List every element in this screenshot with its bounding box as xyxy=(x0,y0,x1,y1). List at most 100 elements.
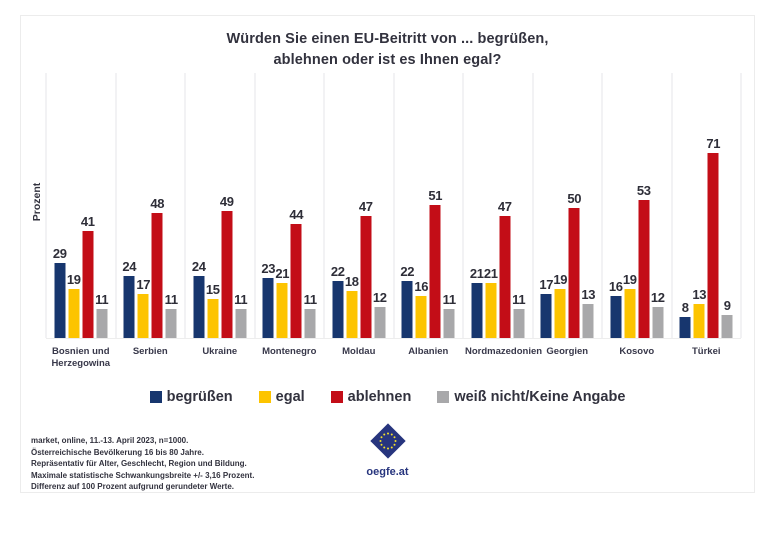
bar-slot: 21 xyxy=(275,266,289,338)
value-label: 29 xyxy=(52,245,67,261)
bar-begrüßen xyxy=(332,280,344,338)
bar-weiß nicht/Keine Angabe xyxy=(165,309,177,338)
bar-group: 23 21 44 11 xyxy=(255,73,325,338)
bar-ablehnen xyxy=(151,213,163,338)
bar-weiß nicht/Keine Angabe xyxy=(721,314,733,338)
value-label: 11 xyxy=(512,292,526,308)
gridline xyxy=(392,73,395,338)
bar-cluster: 22 18 47 12 xyxy=(331,199,387,338)
value-label: 19 xyxy=(622,271,637,287)
chart-title-line2: ablehnen oder ist es Ihnen egal? xyxy=(273,52,502,69)
bar-cluster: 29 19 41 11 xyxy=(53,214,109,338)
bar-begrüßen xyxy=(262,278,274,338)
bar-group: 8 13 71 9 xyxy=(672,73,742,338)
value-label: 11 xyxy=(303,292,317,308)
source-note-line: Maximale statistische Schwankungsbreite … xyxy=(31,470,255,480)
value-label: 17 xyxy=(539,276,554,292)
value-label: 24 xyxy=(191,258,206,274)
bar-begrüßen xyxy=(679,317,691,338)
bar-weiß nicht/Keine Angabe xyxy=(374,306,386,338)
gridline xyxy=(531,73,534,338)
legend-swatch-icon xyxy=(258,391,271,403)
source-note-line: market, online, 11.-13. April 2023, n=10… xyxy=(31,436,189,445)
bar-egal xyxy=(346,291,358,338)
bar-weiß nicht/Keine Angabe xyxy=(513,309,525,338)
source-note-line: Österreichische Bevölkerung 16 bis 80 Ja… xyxy=(31,447,204,457)
bar-slot: 16 xyxy=(414,279,428,338)
bar-slot: 16 xyxy=(609,279,623,338)
bar-ablehnen xyxy=(290,223,302,338)
gridline xyxy=(740,73,742,338)
bar-cluster: 21 21 47 11 xyxy=(470,199,526,338)
logo-text: oegfe.at xyxy=(366,466,409,478)
bar-group: 17 19 50 13 xyxy=(533,73,603,338)
bar-ablehnen xyxy=(221,210,233,338)
bar-slot: 22 xyxy=(331,264,345,338)
bar-weiß nicht/Keine Angabe xyxy=(304,309,316,338)
value-label: 8 xyxy=(681,300,689,316)
source-note-line: Differenz auf 100 Prozent aufgrund gerun… xyxy=(31,482,234,491)
legend-item: begrüßen xyxy=(149,389,233,405)
value-label: 13 xyxy=(692,287,707,303)
bar-cluster: 24 15 49 11 xyxy=(192,194,248,338)
value-label: 12 xyxy=(372,289,387,305)
legend-item: egal xyxy=(258,389,305,405)
bar-slot: 19 xyxy=(623,272,637,338)
y-axis-label: Prozent xyxy=(31,182,43,222)
bar-egal xyxy=(276,283,288,338)
bar-slot: 11 xyxy=(234,292,248,338)
bar-ablehnen xyxy=(638,200,650,338)
bar-group: 22 16 51 11 xyxy=(394,73,464,338)
bar-group: 21 21 47 11 xyxy=(463,73,533,338)
category-label: Ukraine xyxy=(202,346,238,357)
bar-slot: 47 xyxy=(498,199,512,338)
bar-slot: 17 xyxy=(136,277,150,338)
value-label: 15 xyxy=(205,282,220,297)
value-label: 41 xyxy=(80,214,95,230)
bar-egal xyxy=(68,288,80,338)
bar-slot: 21 xyxy=(484,266,498,338)
legend-item: weiß nicht/Keine Angabe xyxy=(437,389,625,405)
bar-begrüßen xyxy=(193,275,205,338)
bar-slot: 19 xyxy=(67,272,81,338)
bar-slot: 24 xyxy=(122,259,136,338)
legend-label: begrüßen xyxy=(166,389,233,405)
bar-ablehnen xyxy=(82,231,94,338)
value-label: 17 xyxy=(136,276,151,292)
category-label: Georgien xyxy=(546,346,589,357)
legend: begrüßen egal ablehnen weiß nicht/Keine Ang… xyxy=(21,389,754,405)
bar-ablehnen xyxy=(360,215,372,338)
value-label: 13 xyxy=(581,287,596,303)
bar-weiß nicht/Keine Angabe xyxy=(235,309,247,338)
category-label: Nordmazedonien xyxy=(465,346,543,357)
gridline xyxy=(462,73,464,338)
bar-egal xyxy=(415,296,427,338)
legend-label: ablehnen xyxy=(347,389,412,405)
value-label: 22 xyxy=(400,263,415,279)
source-notes: market, online, 11.-13. April 2023, n=10… xyxy=(31,435,254,493)
bar-egal xyxy=(207,299,219,338)
value-label: 48 xyxy=(150,196,165,212)
bar-slot: 50 xyxy=(567,191,581,338)
bar-cluster: 24 17 48 11 xyxy=(122,196,178,338)
value-label: 11 xyxy=(442,292,456,308)
bar-egal xyxy=(137,293,149,338)
value-label: 16 xyxy=(608,279,623,295)
bar-begrüßen xyxy=(540,293,552,338)
value-label: 19 xyxy=(553,271,568,287)
chart-title: Würden Sie einen EU-Beitritt von ... beg… xyxy=(21,29,754,71)
bar-slot: 11 xyxy=(95,292,109,338)
value-label: 11 xyxy=(164,292,178,308)
bar-begrüßen xyxy=(401,280,413,338)
bar-weiß nicht/Keine Angabe xyxy=(96,309,108,338)
bar-slot: 47 xyxy=(359,199,373,338)
bar-slot: 11 xyxy=(165,292,178,338)
bar-slot: 11 xyxy=(512,292,526,338)
eu-diamond-icon xyxy=(369,423,406,459)
value-label: 47 xyxy=(358,198,373,214)
bar-egal xyxy=(693,304,705,338)
legend-swatch-icon xyxy=(437,391,450,403)
value-label: 21 xyxy=(469,266,484,282)
eu-stars xyxy=(379,432,396,450)
bar-ablehnen xyxy=(707,153,719,338)
